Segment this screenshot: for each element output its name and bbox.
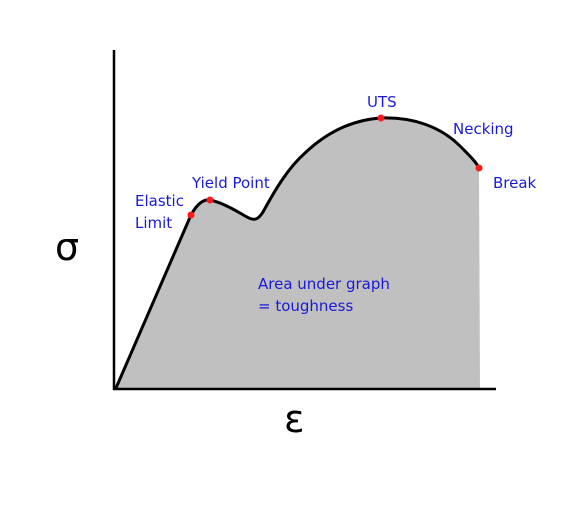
y-axis-symbol: σ [55,225,79,269]
elastic-limit-label-line2: Limit [135,214,172,232]
x-axis-symbol: ε [284,397,305,441]
stress-strain-curve [114,116,481,390]
break-label: Break [493,174,537,192]
necking-label: Necking [453,120,514,138]
toughness-area [116,117,480,389]
uts-label: UTS [367,93,397,111]
yield-point-label: Yield Point [191,174,270,192]
elastic-limit-point [187,211,195,219]
break-point [475,164,483,172]
elastic-limit-label-line1: Elastic [135,192,184,210]
area-label-line2: = toughness [258,297,353,315]
area-label-line1: Area under graph [258,275,390,293]
yield-point-marker [206,196,214,204]
uts-point [377,114,385,122]
